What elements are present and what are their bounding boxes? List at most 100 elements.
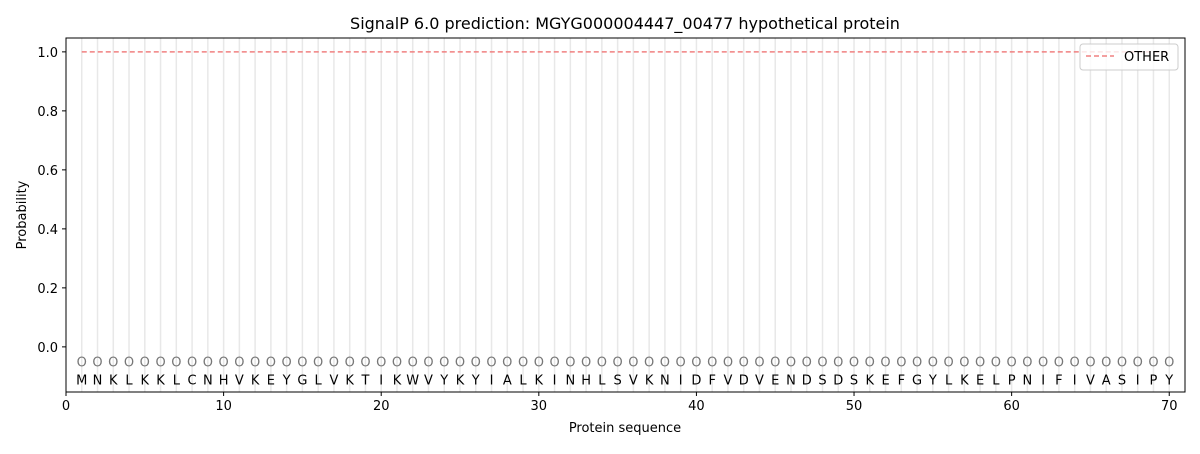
region-label: O xyxy=(880,356,890,371)
residue-label: F xyxy=(898,373,905,388)
region-label: O xyxy=(1101,356,1111,371)
legend: OTHER xyxy=(1079,43,1179,71)
residue-gridlines xyxy=(81,38,1170,392)
region-label: O xyxy=(786,356,796,371)
region-label: O xyxy=(849,356,859,371)
legend-other-label: OTHER xyxy=(1124,50,1169,65)
region-label: O xyxy=(613,356,623,371)
y-tick-label: 0.0 xyxy=(37,341,58,356)
residue-label: M xyxy=(76,373,87,388)
residue-label: L xyxy=(125,373,133,388)
region-label: O xyxy=(187,356,197,371)
region-label: O xyxy=(1070,356,1080,371)
region-label: O xyxy=(597,356,607,371)
x-tick-label: 0 xyxy=(62,399,70,414)
residue-label: H xyxy=(219,373,229,388)
residue-label: L xyxy=(315,373,323,388)
region-label: O xyxy=(865,356,875,371)
residue-label: N xyxy=(786,373,796,388)
residue-label: Y xyxy=(928,373,937,388)
region-label: O xyxy=(108,356,118,371)
residue-label: N xyxy=(565,373,575,388)
region-label: O xyxy=(439,356,449,371)
residue-label: V xyxy=(629,373,638,388)
residue-label: K xyxy=(535,373,544,388)
region-label: O xyxy=(218,356,228,371)
region-label: O xyxy=(723,356,733,371)
region-label: O xyxy=(155,356,165,371)
region-label: O xyxy=(959,356,969,371)
residue-label: I xyxy=(1136,373,1140,388)
y-tick-label: 1.0 xyxy=(37,46,58,61)
region-label: O xyxy=(691,356,701,371)
region-label: O xyxy=(313,356,323,371)
y-tick-label: 0.8 xyxy=(37,105,58,120)
region-label: O xyxy=(140,356,150,371)
residue-label: G xyxy=(912,373,922,388)
x-tick-label: 10 xyxy=(215,399,232,414)
region-label: O xyxy=(1133,356,1143,371)
region-label: O xyxy=(1148,356,1158,371)
residue-label: D xyxy=(739,373,749,388)
residue-label: N xyxy=(1023,373,1033,388)
residue-label: F xyxy=(1055,373,1062,388)
residue-label: N xyxy=(93,373,103,388)
residue-label: Y xyxy=(282,373,291,388)
residue-label: V xyxy=(424,373,433,388)
chart-title: SignalP 6.0 prediction: MGYG000004447_00… xyxy=(350,14,900,34)
residue-label: D xyxy=(691,373,701,388)
region-label: O xyxy=(896,356,906,371)
region-label: O xyxy=(1117,356,1127,371)
region-label: O xyxy=(912,356,922,371)
region-label: O xyxy=(408,356,418,371)
region-label: O xyxy=(124,356,134,371)
residue-label: F xyxy=(708,373,715,388)
residue-label: V xyxy=(755,373,764,388)
x-tick-label: 70 xyxy=(1161,399,1178,414)
region-label: O xyxy=(817,356,827,371)
residue-label: D xyxy=(833,373,843,388)
residue-label: I xyxy=(1073,373,1077,388)
region-label: O xyxy=(392,356,402,371)
region-label: O xyxy=(1038,356,1048,371)
region-label: O xyxy=(739,356,749,371)
residue-label: K xyxy=(645,373,654,388)
residue-label: K xyxy=(960,373,969,388)
residue-label: P xyxy=(1008,373,1016,388)
y-axis-label: Probability xyxy=(15,180,30,249)
region-label: O xyxy=(360,356,370,371)
region-label: O xyxy=(92,356,102,371)
region-label: O xyxy=(376,356,386,371)
x-axis-label: Protein sequence xyxy=(569,421,681,436)
region-label: O xyxy=(486,356,496,371)
region-label: O xyxy=(282,356,292,371)
region-label: O xyxy=(802,356,812,371)
region-label: O xyxy=(297,356,307,371)
residue-label: K xyxy=(141,373,150,388)
residue-label: K xyxy=(109,373,118,388)
residue-label: C xyxy=(188,373,197,388)
region-label: O xyxy=(171,356,181,371)
region-label: O xyxy=(660,356,670,371)
region-label: O xyxy=(534,356,544,371)
region-label: O xyxy=(928,356,938,371)
x-tick-label: 40 xyxy=(688,399,705,414)
residue-label: L xyxy=(598,373,606,388)
residue-label: E xyxy=(881,373,889,388)
residue-label: E xyxy=(771,373,779,388)
y-axis-ticks: 0.0 0.2 0.4 0.6 0.8 1.0 xyxy=(37,46,66,356)
residue-label: K xyxy=(345,373,354,388)
region-label: O xyxy=(754,356,764,371)
region-label: O xyxy=(581,356,591,371)
residue-label: S xyxy=(818,373,826,388)
legend-box xyxy=(1079,43,1179,71)
region-label: O xyxy=(707,356,717,371)
residue-label: I xyxy=(679,373,683,388)
region-label: O xyxy=(1022,356,1032,371)
region-label: O xyxy=(975,356,985,371)
region-label: O xyxy=(471,356,481,371)
residue-label: V xyxy=(329,373,338,388)
residue-label: H xyxy=(581,373,591,388)
residue-label: K xyxy=(456,373,465,388)
region-label: O xyxy=(1164,356,1174,371)
